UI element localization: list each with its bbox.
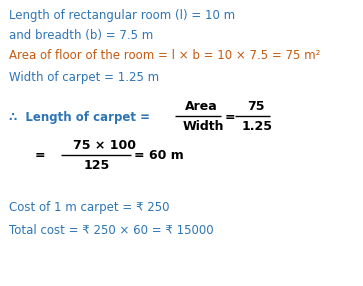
Text: 1.25: 1.25 (241, 120, 272, 133)
Text: Length of rectangular room (l) = 10 m: Length of rectangular room (l) = 10 m (9, 9, 235, 22)
Text: ∴  Length of carpet =: ∴ Length of carpet = (9, 111, 150, 124)
Text: =: = (224, 111, 235, 124)
Text: =: = (34, 149, 45, 162)
Text: 75: 75 (248, 100, 265, 113)
Text: 75 × 100: 75 × 100 (73, 139, 136, 152)
Text: Cost of 1 m carpet = ₹ 250: Cost of 1 m carpet = ₹ 250 (9, 201, 170, 214)
Text: and breadth (b) = 7.5 m: and breadth (b) = 7.5 m (9, 29, 153, 42)
Text: Area of floor of the room = l × b = 10 × 7.5 = 75 m²: Area of floor of the room = l × b = 10 ×… (9, 49, 321, 62)
Text: = 60 m: = 60 m (134, 149, 184, 162)
Text: 125: 125 (83, 159, 110, 172)
Text: Width: Width (183, 120, 224, 133)
Text: Total cost = ₹ 250 × 60 = ₹ 15000: Total cost = ₹ 250 × 60 = ₹ 15000 (9, 224, 214, 237)
Text: Width of carpet = 1.25 m: Width of carpet = 1.25 m (9, 71, 159, 84)
Text: Area: Area (185, 100, 218, 113)
